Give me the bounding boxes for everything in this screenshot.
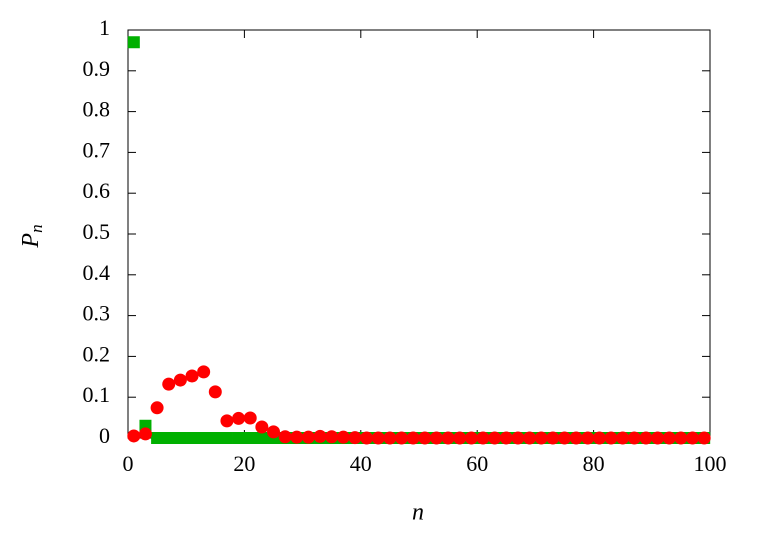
square-point bbox=[174, 432, 187, 444]
y-tick-label: 0.2 bbox=[83, 341, 111, 366]
y-tick-label: 0 bbox=[99, 423, 110, 448]
circle-point bbox=[558, 431, 571, 445]
square-point bbox=[244, 432, 257, 444]
circle-point bbox=[185, 369, 199, 383]
circle-point bbox=[313, 429, 327, 443]
x-tick-label: 100 bbox=[694, 451, 727, 476]
circle-point bbox=[197, 365, 211, 379]
circle-point bbox=[569, 431, 583, 445]
circle-point bbox=[639, 431, 653, 445]
circle-point bbox=[476, 431, 490, 445]
y-tick-label: 0.3 bbox=[83, 301, 111, 326]
circle-point bbox=[278, 430, 292, 444]
y-tick-label: 1 bbox=[99, 15, 110, 40]
circle-point bbox=[651, 431, 665, 445]
circle-point bbox=[360, 431, 374, 445]
square-point bbox=[220, 432, 233, 444]
square-point bbox=[232, 432, 245, 444]
circle-point bbox=[406, 431, 420, 445]
square-point bbox=[197, 432, 210, 444]
x-tick-label: 60 bbox=[466, 451, 488, 476]
circle-point bbox=[173, 373, 187, 387]
y-tick-label: 0.4 bbox=[83, 260, 111, 285]
circle-point bbox=[418, 431, 432, 445]
square-point bbox=[127, 36, 140, 49]
plot-frame bbox=[127, 29, 711, 439]
circle-point bbox=[162, 377, 176, 391]
circle-point bbox=[627, 431, 641, 445]
circle-point bbox=[267, 425, 280, 439]
circle-point bbox=[534, 431, 548, 445]
x-tick-label: 80 bbox=[583, 451, 605, 476]
square-point bbox=[186, 432, 199, 444]
circle-point bbox=[138, 427, 152, 441]
square-point bbox=[255, 432, 268, 444]
circle-point bbox=[301, 430, 315, 444]
circle-point bbox=[697, 431, 711, 445]
circle-point bbox=[127, 429, 141, 443]
circle-point bbox=[429, 431, 443, 445]
y-tick-label: 0.8 bbox=[83, 97, 111, 122]
circle-point bbox=[336, 430, 350, 444]
y-axis-label: Pn bbox=[18, 224, 46, 248]
y-tick-label: 0.7 bbox=[83, 137, 111, 162]
circle-point bbox=[674, 431, 688, 445]
circle-point bbox=[581, 431, 595, 445]
y-tick-label: 0.6 bbox=[83, 178, 111, 203]
circle-point bbox=[464, 431, 478, 445]
circle-point bbox=[325, 430, 339, 444]
square-point bbox=[162, 432, 175, 444]
circle-point bbox=[616, 431, 630, 445]
circle-point bbox=[592, 431, 606, 445]
circle-point bbox=[243, 411, 257, 425]
circle-point bbox=[208, 385, 222, 399]
circle-point bbox=[546, 431, 560, 445]
circle-point bbox=[499, 431, 513, 445]
circle-point bbox=[604, 431, 618, 445]
square-point bbox=[209, 432, 222, 444]
circle-point bbox=[453, 431, 467, 445]
circle-point bbox=[523, 431, 537, 445]
y-axis-label-main: P bbox=[18, 233, 44, 249]
circle-point bbox=[290, 430, 304, 444]
y-axis-label-sub: n bbox=[27, 224, 46, 233]
y-tick-label: 0.1 bbox=[83, 382, 111, 407]
circle-point bbox=[383, 431, 397, 445]
circle-point bbox=[371, 431, 385, 445]
y-tick-label: 0.9 bbox=[83, 56, 111, 81]
circle-point bbox=[150, 401, 164, 415]
x-tick-label: 40 bbox=[350, 451, 372, 476]
circle-point bbox=[441, 431, 455, 445]
x-tick-label: 0 bbox=[123, 451, 134, 476]
circle-point bbox=[488, 431, 502, 445]
x-axis-label: n bbox=[412, 500, 424, 526]
circle-point bbox=[395, 431, 409, 445]
circle-point bbox=[511, 431, 525, 445]
x-tick-label: 20 bbox=[233, 451, 255, 476]
circle-point bbox=[255, 420, 269, 434]
circle-point bbox=[686, 431, 700, 445]
circle-point bbox=[220, 414, 234, 428]
circle-point bbox=[662, 431, 676, 445]
circle-point bbox=[232, 411, 246, 425]
square-point bbox=[151, 432, 164, 444]
y-tick-label: 0.5 bbox=[83, 219, 111, 244]
circle-point bbox=[348, 431, 362, 445]
